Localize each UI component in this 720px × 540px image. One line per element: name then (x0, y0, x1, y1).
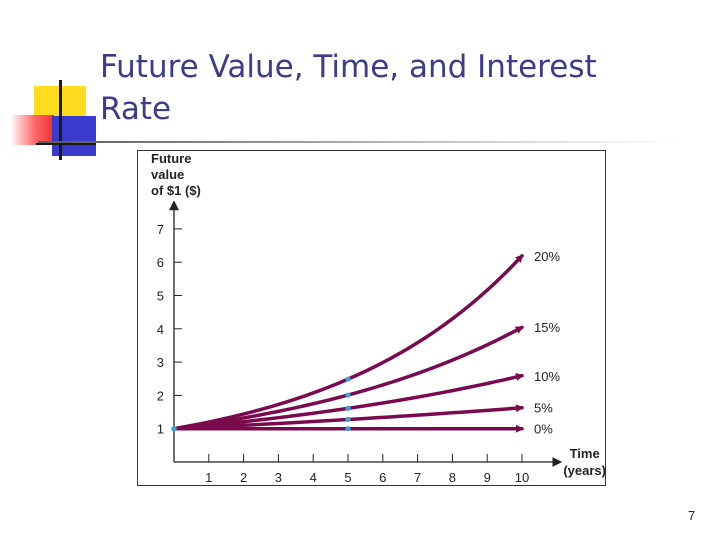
decor-vertical-line (59, 80, 62, 160)
y-tick-label: 5 (157, 289, 164, 304)
y-tick-label: 6 (157, 255, 164, 270)
x-tick-label: 1 (205, 470, 212, 485)
y-axis-label: of $1 ($) (151, 183, 201, 198)
y-axis-label: value (151, 167, 184, 182)
series-line-20pct (172, 254, 524, 431)
x-tick-label: 3 (275, 470, 282, 485)
x-tick-label: 10 (515, 470, 529, 485)
data-point (345, 376, 351, 382)
y-tick-label: 1 (157, 422, 164, 437)
series-label: 10% (534, 369, 560, 384)
chart-frame: 1 2 3 4 5 6 7 1 2 3 4 5 6 7 8 9 10 Future value of $1 ($) Ti… (137, 150, 606, 486)
x-tick-label: 6 (379, 470, 386, 485)
y-tick-label: 2 (157, 388, 164, 403)
page-number: 7 (688, 508, 696, 523)
x-tick-label: 4 (310, 470, 317, 485)
y-tick-label: 4 (157, 322, 164, 337)
x-axis-label: Time (570, 446, 600, 461)
x-tick-label: 8 (449, 470, 456, 485)
y-tick-label: 3 (157, 355, 164, 370)
data-point (345, 392, 351, 398)
series-label: 20% (534, 249, 560, 264)
series-label: 0% (534, 422, 553, 437)
x-axis-label: (years) (563, 463, 606, 478)
decor-horizontal-line (36, 143, 96, 145)
x-tick-label: 2 (240, 470, 247, 485)
data-point (345, 416, 351, 422)
series-label: 5% (534, 401, 553, 416)
y-tick-label: 7 (157, 222, 164, 237)
title-underline (38, 141, 678, 143)
data-point (171, 426, 177, 432)
y-axis-label: Future (151, 151, 191, 166)
slide-title: Future Value, Time, and Interest Rate (100, 49, 597, 127)
x-tick-label: 7 (414, 470, 421, 485)
series-label: 15% (534, 320, 560, 335)
x-tick-label: 5 (344, 470, 351, 485)
data-point (345, 405, 351, 411)
x-tick-label: 9 (484, 470, 491, 485)
decor-red-bar (10, 115, 54, 145)
data-point (345, 426, 351, 432)
